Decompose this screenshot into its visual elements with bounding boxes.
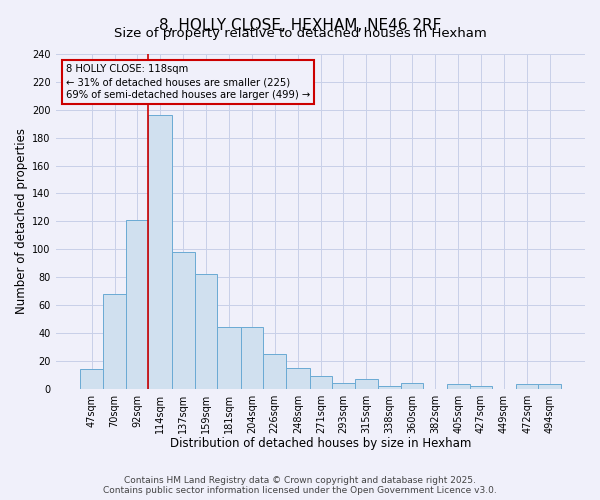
- Bar: [126, 220, 148, 388]
- Bar: [538, 384, 561, 388]
- X-axis label: Distribution of detached houses by size in Hexham: Distribution of detached houses by size …: [170, 437, 471, 450]
- Bar: [217, 328, 241, 388]
- Text: Contains HM Land Registry data © Crown copyright and database right 2025.
Contai: Contains HM Land Registry data © Crown c…: [103, 476, 497, 495]
- Y-axis label: Number of detached properties: Number of detached properties: [15, 128, 28, 314]
- Bar: [355, 379, 378, 388]
- Bar: [378, 386, 401, 388]
- Bar: [241, 328, 263, 388]
- Bar: [401, 383, 424, 388]
- Bar: [194, 274, 217, 388]
- Bar: [80, 369, 103, 388]
- Bar: [470, 386, 492, 388]
- Bar: [286, 368, 310, 388]
- Bar: [172, 252, 194, 388]
- Text: 8 HOLLY CLOSE: 118sqm
← 31% of detached houses are smaller (225)
69% of semi-det: 8 HOLLY CLOSE: 118sqm ← 31% of detached …: [66, 64, 310, 100]
- Bar: [148, 116, 172, 388]
- Bar: [263, 354, 286, 388]
- Bar: [516, 384, 538, 388]
- Bar: [332, 383, 355, 388]
- Bar: [447, 384, 470, 388]
- Bar: [103, 294, 126, 388]
- Text: 8, HOLLY CLOSE, HEXHAM, NE46 2RF: 8, HOLLY CLOSE, HEXHAM, NE46 2RF: [159, 18, 441, 32]
- Text: Size of property relative to detached houses in Hexham: Size of property relative to detached ho…: [113, 28, 487, 40]
- Bar: [310, 376, 332, 388]
